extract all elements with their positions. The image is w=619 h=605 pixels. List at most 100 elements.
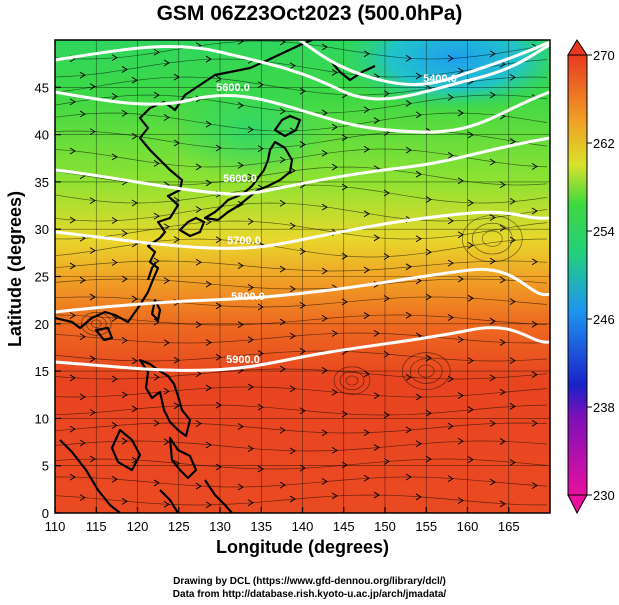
wind-arrow xyxy=(321,43,328,51)
wind-arrow xyxy=(331,163,338,171)
wind-arrow xyxy=(383,350,390,358)
wind-arrow xyxy=(79,393,86,401)
x-tick-label: 140 xyxy=(292,519,314,534)
x-axis-label: Longitude (degrees) xyxy=(215,537,389,557)
wind-arrow xyxy=(121,109,128,117)
wind-arrow xyxy=(215,236,222,244)
wind-arrow xyxy=(299,347,306,355)
colorbar-tick-label: 230 xyxy=(593,488,615,503)
wind-arrow xyxy=(447,259,454,267)
wind-arrow xyxy=(205,441,212,449)
wind-arrow xyxy=(425,293,432,301)
streamline xyxy=(55,368,548,380)
wind-arrow xyxy=(257,465,264,473)
colorbar-top-cap xyxy=(567,39,588,56)
wind-arrow xyxy=(363,474,370,482)
wind-arrow xyxy=(247,284,254,291)
y-axis-label: Latitude (degrees) xyxy=(5,190,25,347)
wind-arrow xyxy=(131,357,138,365)
wind-arrow xyxy=(89,455,96,463)
wind-arrow xyxy=(299,141,306,148)
wind-arrow xyxy=(121,497,128,505)
wind-arrow xyxy=(415,72,422,80)
x-tick-label: 130 xyxy=(209,519,231,534)
x-tick-label: 165 xyxy=(498,519,520,534)
streamline xyxy=(55,476,548,488)
wind-arrow xyxy=(131,199,138,207)
streamline xyxy=(55,278,548,290)
wind-arrow xyxy=(499,339,506,346)
wind-arrow xyxy=(489,420,496,427)
wind-arrow xyxy=(383,253,390,260)
wind-arrow xyxy=(373,444,380,451)
wind-arrow xyxy=(531,419,538,427)
wind-arrow xyxy=(279,107,286,115)
wind-arrow xyxy=(79,333,86,341)
wind-arrow xyxy=(447,93,454,101)
wind-arrow xyxy=(69,473,76,481)
wind-arrow xyxy=(415,111,422,119)
wind-arrow xyxy=(247,218,254,225)
wind-arrow xyxy=(509,73,516,81)
wind-arrow xyxy=(79,71,86,79)
wind-arrow xyxy=(363,429,370,436)
plot-area: 5600.0 5400.0 5600.0 5700.0 5800.0 5900.0 xyxy=(55,40,550,513)
wind-arrow xyxy=(289,385,296,393)
wind-arrow xyxy=(321,203,328,211)
contour-line xyxy=(299,40,550,87)
wind-arrow xyxy=(373,491,380,499)
wind-arrow xyxy=(121,437,128,445)
wind-arrow xyxy=(373,234,380,242)
contour-line xyxy=(55,326,550,372)
wind-arrow xyxy=(153,479,160,487)
y-tick-label: 0 xyxy=(42,506,49,521)
wind-arrow xyxy=(499,500,506,508)
wind-arrow xyxy=(131,405,138,413)
wind-arrow xyxy=(531,371,538,378)
wind-arrow xyxy=(447,152,454,159)
wind-arrow xyxy=(321,267,328,275)
wind-arrow xyxy=(383,295,390,302)
wind-arrow xyxy=(509,459,516,466)
wind-arrow xyxy=(299,247,306,255)
wind-arrow xyxy=(279,426,286,434)
wind-arrow xyxy=(405,426,412,434)
wind-arrow xyxy=(205,280,212,288)
wind-arrow xyxy=(415,170,422,178)
wind-arrow xyxy=(215,75,222,83)
wind-arrow xyxy=(499,224,506,232)
y-tick-label: 10 xyxy=(35,411,49,426)
wind-arrow xyxy=(247,499,254,507)
wind-arrow xyxy=(153,160,160,167)
wind-arrow xyxy=(131,295,138,303)
contour-line xyxy=(55,136,550,196)
wind-arrow xyxy=(89,409,96,416)
wind-arrow xyxy=(331,492,338,500)
wind-arrow xyxy=(257,81,264,88)
wind-arrow xyxy=(457,392,464,399)
y-tick-label: 15 xyxy=(35,364,49,379)
wind-arrow xyxy=(69,98,76,106)
wind-arrow xyxy=(531,207,538,215)
wind-arrow xyxy=(237,483,244,491)
wind-arrow xyxy=(257,145,264,153)
wind-arrow xyxy=(279,156,286,164)
wind-arrow xyxy=(321,109,328,117)
wind-arrow xyxy=(331,69,338,76)
wind-arrow xyxy=(257,350,264,357)
wind-arrow xyxy=(457,497,464,504)
wind-arrow xyxy=(299,407,306,415)
wind-arrow xyxy=(163,438,170,446)
wind-arrow xyxy=(447,314,454,321)
colorbar-tick-label: 262 xyxy=(593,136,615,151)
wind-arrow xyxy=(289,285,296,293)
wind-arrow xyxy=(509,198,516,205)
wind-arrow xyxy=(531,482,538,489)
wind-arrow xyxy=(509,357,516,365)
wind-arrow xyxy=(499,181,506,189)
contour-line xyxy=(55,90,550,134)
contour-label: 5600.0 xyxy=(216,82,250,94)
contour-line xyxy=(55,210,550,250)
wind-arrow xyxy=(247,336,254,344)
colorbar-tick-label: 246 xyxy=(593,312,615,327)
